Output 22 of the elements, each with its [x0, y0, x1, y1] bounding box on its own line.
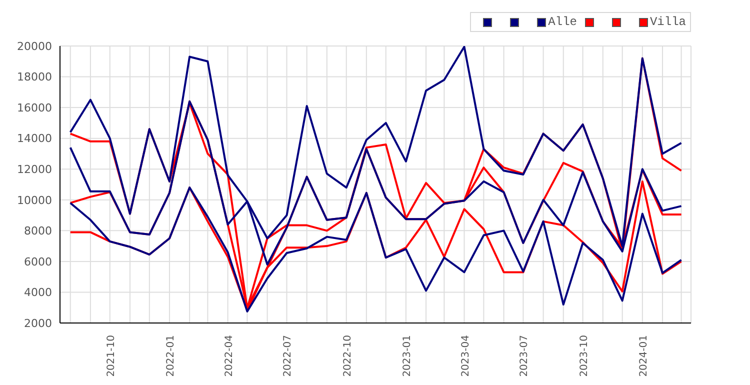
x-tick-label: 2022-04 [224, 335, 235, 377]
y-tick-label: 12000 [17, 163, 52, 176]
x-tick-label: 2024-01 [638, 335, 650, 377]
x-tick-label: 2022-01 [165, 335, 176, 377]
x-tick-label: 2022-07 [282, 335, 294, 377]
y-tick-label: 20000 [17, 40, 52, 53]
x-tick-label: 2023-04 [460, 335, 472, 377]
x-tick-label: 2023-01 [402, 335, 413, 377]
legend-label: Villa [650, 15, 686, 29]
y-tick-label: 6000 [24, 255, 52, 268]
y-tick-label: 2000 [24, 316, 52, 330]
y-tick-label: 14000 [17, 132, 52, 146]
y-tick-label: 16000 [17, 101, 52, 114]
x-tick-label: 2022-10 [342, 335, 354, 377]
x-tick-label: 2023-07 [519, 335, 530, 377]
x-tick-label: 2021-10 [106, 335, 117, 377]
legend-label: Alle [548, 15, 577, 29]
x-tick-label: 2023-10 [578, 335, 590, 377]
y-tick-label: 10000 [17, 194, 52, 207]
y-tick-label: 4000 [24, 286, 52, 300]
y-tick-label: 8000 [24, 224, 52, 238]
y-tick-label: 18000 [17, 70, 52, 84]
